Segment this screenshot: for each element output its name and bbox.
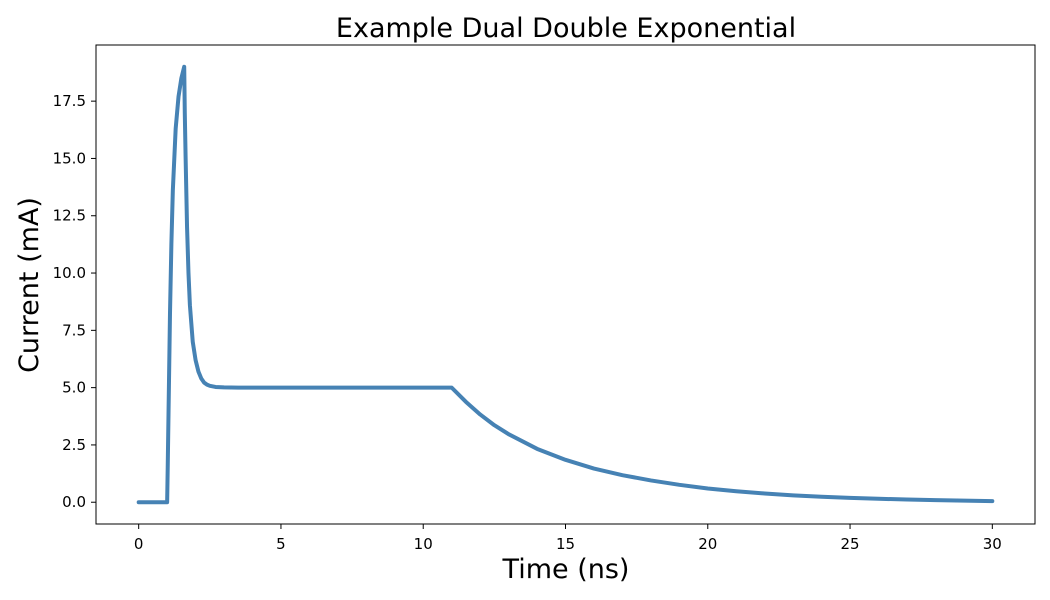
x-tick-label: 20 (698, 535, 717, 553)
plot-frame (95, 44, 1036, 525)
x-tick-label: 30 (983, 535, 1002, 553)
y-tick-label: 17.5 (53, 92, 86, 110)
x-axis-label: Time (ns) (502, 554, 630, 585)
y-tick-label: 5.0 (62, 379, 86, 397)
y-tick-label: 10.0 (53, 264, 86, 282)
x-tick-label: 0 (134, 535, 144, 553)
plot-area: 0 5 10 15 20 25 30 0.0 2.5 5.0 7.5 10.0 12.5 15.0 17.… (53, 44, 1036, 553)
x-tick-label: 25 (840, 535, 859, 553)
x-tick-label: 15 (556, 535, 575, 553)
y-tick-label: 0.0 (62, 493, 86, 511)
y-tick-label: 15.0 (53, 149, 86, 167)
x-axis-ticks: 0 5 10 15 20 25 30 (134, 524, 1002, 553)
y-axis-ticks: 0.0 2.5 5.0 7.5 10.0 12.5 15.0 17.5 (53, 92, 96, 511)
series-line (136, 64, 995, 505)
x-tick-label: 10 (414, 535, 433, 553)
chart-title: Example Dual Double Exponential (336, 13, 796, 44)
y-tick-label: 2.5 (62, 436, 86, 454)
y-axis-label: Current (mA) (14, 197, 45, 373)
y-tick-label: 7.5 (62, 321, 86, 339)
y-tick-label: 12.5 (53, 207, 86, 225)
x-tick-label: 5 (276, 535, 286, 553)
